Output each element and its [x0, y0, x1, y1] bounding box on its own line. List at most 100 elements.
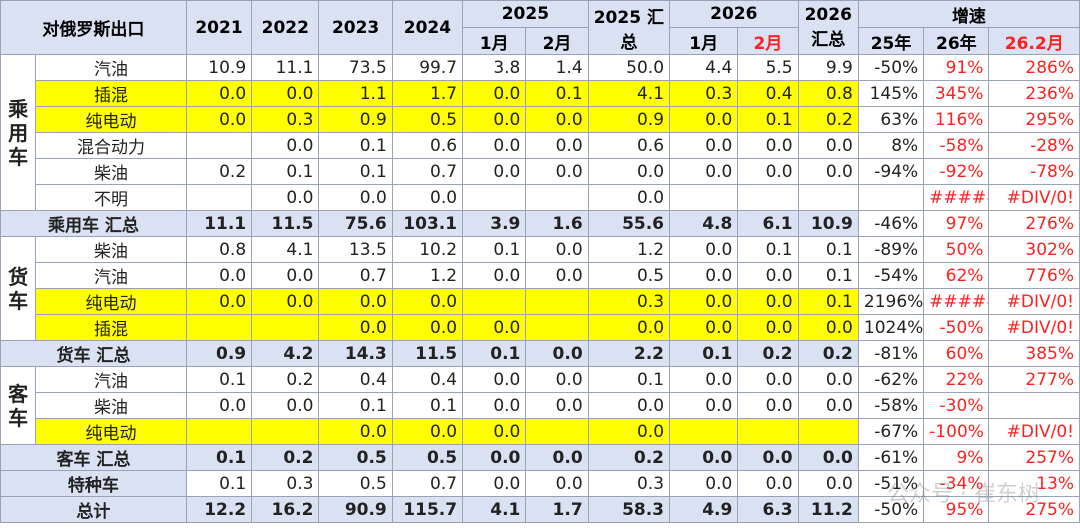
value-cell: 1.4 [525, 54, 589, 81]
value-cell: 0.0 [669, 106, 739, 133]
value-cell: ##### [923, 288, 990, 315]
value-cell: 4.8 [669, 210, 739, 237]
value-cell: 0.1 [185, 444, 253, 471]
row-label: 货车 汇总 [0, 340, 187, 367]
value-cell: 0.0 [185, 262, 253, 289]
value-cell: 286% [988, 54, 1080, 81]
value-cell: -50% [857, 54, 925, 81]
group-label: 客车 [0, 366, 37, 445]
data-row: 不明0.00.00.00.0######DIV/0! [1, 184, 1080, 211]
value-cell [525, 288, 589, 315]
row-label: 插混 [35, 314, 187, 341]
value-cell: 0.3 [251, 106, 320, 133]
value-cell: 0.4 [318, 366, 393, 393]
value-cell: 0.1 [462, 340, 527, 367]
row-label: 汽油 [35, 262, 187, 289]
value-cell: 4.1 [251, 236, 320, 263]
value-cell [251, 314, 320, 341]
value-cell: 0.0 [587, 184, 671, 211]
value-cell: 99.7 [391, 54, 464, 81]
row-label: 乘用车 汇总 [0, 210, 187, 237]
value-cell: 0.0 [587, 314, 671, 341]
value-cell: 0.0 [797, 132, 859, 159]
value-cell: 0.4 [391, 366, 464, 393]
value-cell: 0.0 [525, 340, 589, 367]
value-cell: 0.0 [737, 392, 799, 419]
header-cell: 2023 [318, 0, 393, 55]
value-cell: 0.0 [251, 262, 320, 289]
value-cell: 1.2 [391, 262, 464, 289]
value-cell: 12.2 [185, 496, 253, 523]
value-cell: 257% [988, 444, 1080, 471]
value-cell: -89% [857, 236, 925, 263]
value-cell: 0.0 [185, 80, 253, 107]
value-cell: 0.0 [251, 288, 320, 315]
value-cell: 60% [923, 340, 990, 367]
value-cell: 75.6 [318, 210, 393, 237]
value-cell: 97% [923, 210, 990, 237]
value-cell: 0.0 [669, 392, 739, 419]
value-cell [737, 184, 799, 211]
value-cell: 0.5 [587, 262, 671, 289]
value-cell: -51% [857, 470, 925, 497]
value-cell: 103.1 [391, 210, 464, 237]
value-cell: #DIV/0! [988, 184, 1080, 211]
row-label: 纯电动 [35, 288, 187, 315]
value-cell: 1.7 [525, 496, 589, 523]
header-cell: 2月 [525, 27, 589, 55]
value-cell: -28% [988, 132, 1080, 159]
value-cell [797, 184, 859, 211]
value-cell: 0.1 [251, 158, 320, 185]
value-cell: 0.9 [318, 106, 393, 133]
value-cell: 9.9 [797, 54, 859, 81]
value-cell: 4.4 [669, 54, 739, 81]
header-cell: 增速 [857, 0, 1080, 28]
value-cell: 3.8 [462, 54, 527, 81]
value-cell: 0.5 [391, 106, 464, 133]
group-label: 货车 [0, 236, 37, 341]
value-cell: 11.1 [251, 54, 320, 81]
value-cell: 6.1 [737, 210, 799, 237]
value-cell: 8% [857, 132, 925, 159]
value-cell: 0.1 [797, 262, 859, 289]
value-cell: #DIV/0! [988, 288, 1080, 315]
value-cell: 2.2 [587, 340, 671, 367]
value-cell: 0.0 [525, 262, 589, 289]
value-cell: 0.0 [737, 132, 799, 159]
value-cell: 0.0 [669, 366, 739, 393]
data-row: 柴油 0.2 0.1 0.1 0.7 0.0 0.0 0.0 0.0 0.0 0.0 -94% -92%… [1, 158, 1080, 185]
value-cell: 3.9 [462, 210, 527, 237]
value-cell: 0.0 [797, 444, 859, 471]
value-cell: 0.1 [525, 80, 589, 107]
value-cell: 0.0 [669, 158, 739, 185]
value-cell: 4.1 [462, 496, 527, 523]
value-cell: 0.0 [391, 184, 464, 211]
value-cell: 0.0 [391, 314, 464, 341]
value-cell: 0.2 [587, 444, 671, 471]
value-cell: 0.0 [251, 184, 320, 211]
value-cell: 0.5 [318, 470, 393, 497]
value-cell: 0.0 [525, 470, 589, 497]
value-cell: 0.1 [462, 236, 527, 263]
value-cell: 14.3 [318, 340, 393, 367]
value-cell: 277% [988, 366, 1080, 393]
value-cell: 0.0 [737, 288, 799, 315]
data-row: 柴油 0.0 0.0 0.1 0.1 0.0 0.0 0.0 0.0 0.0 0.0 -58% -30% [1, 392, 1080, 419]
header-cell: 26.2月 [988, 27, 1080, 55]
value-cell [251, 418, 320, 445]
value-cell: 295% [988, 106, 1080, 133]
value-cell: 0.4 [737, 80, 799, 107]
header-cell: 2026 汇总 [797, 0, 859, 55]
value-cell: 0.0 [462, 444, 527, 471]
value-cell [797, 418, 859, 445]
value-cell: 0.0 [462, 158, 527, 185]
row-label: 不明 [35, 184, 187, 211]
value-cell: -61% [857, 444, 925, 471]
value-cell: 275% [988, 496, 1080, 523]
total-row: 乘用车 汇总 11.1 11.5 75.6 103.1 3.9 1.6 55.6 4.8 6.1 1… [0, 210, 1080, 237]
value-cell: 0.0 [462, 262, 527, 289]
value-cell: -50% [923, 314, 990, 341]
value-cell: 0.0 [669, 262, 739, 289]
header-cell: 1月 [462, 27, 527, 55]
value-cell: 236% [988, 80, 1080, 107]
